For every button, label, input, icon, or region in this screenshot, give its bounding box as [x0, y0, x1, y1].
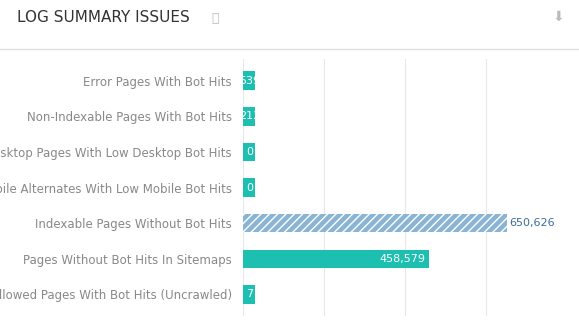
Text: 0: 0 [245, 147, 253, 157]
Bar [243, 178, 255, 197]
Bar [243, 143, 255, 161]
Text: ⓘ: ⓘ [211, 12, 219, 25]
Text: 650,626: 650,626 [510, 218, 555, 228]
Bar [243, 214, 507, 232]
Bar [243, 107, 255, 126]
Text: 0: 0 [245, 183, 253, 192]
Text: 539: 539 [239, 76, 260, 86]
Text: 7: 7 [245, 290, 253, 299]
Text: LOG SUMMARY ISSUES: LOG SUMMARY ISSUES [17, 10, 190, 25]
Bar [243, 214, 507, 232]
Bar [243, 285, 255, 304]
Text: 212: 212 [239, 111, 260, 121]
Bar [243, 250, 429, 268]
Bar [243, 71, 255, 90]
Text: 458,579: 458,579 [380, 254, 426, 264]
Text: ⬇: ⬇ [553, 10, 565, 24]
